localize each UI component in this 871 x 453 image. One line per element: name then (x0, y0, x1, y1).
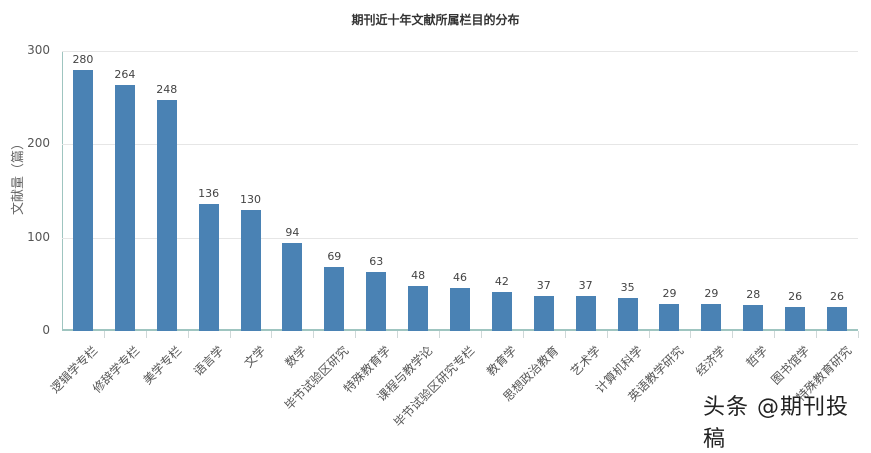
x-tick-mark (690, 331, 692, 338)
x-tick-label: 艺术学 (567, 343, 604, 379)
bar-value-label: 94 (285, 226, 300, 240)
bar-value-label: 248 (156, 82, 178, 96)
x-tick-label: 经济学 (693, 343, 729, 379)
x-tick-label: 教育学 (483, 343, 520, 379)
y-tick-label: 100 (27, 229, 50, 244)
bar[interactable] (114, 84, 135, 331)
x-tick-mark (774, 331, 776, 338)
bar-value-label: 63 (369, 255, 384, 269)
gridline (62, 237, 858, 239)
bar-value-label: 37 (578, 279, 593, 293)
y-tick-label: 200 (27, 136, 50, 151)
bar[interactable] (240, 209, 261, 331)
y-axis-line (62, 51, 63, 331)
y-axis-label: 文献量（篇） (11, 136, 26, 215)
x-tick-mark (648, 331, 650, 338)
x-tick-mark (480, 331, 482, 338)
bar-value-label: 28 (746, 287, 761, 301)
bar[interactable] (491, 291, 512, 331)
x-tick-mark (397, 331, 399, 338)
bar[interactable] (743, 304, 764, 331)
bar-value-label: 264 (114, 67, 136, 81)
x-tick-mark (103, 331, 105, 338)
bar[interactable] (198, 204, 219, 331)
x-tick-mark (355, 331, 357, 338)
x-tick-mark (439, 331, 441, 338)
y-tick-label: 300 (27, 43, 50, 57)
bar[interactable] (156, 99, 177, 331)
bar-value-label: 48 (411, 269, 426, 283)
x-tick-label: 文学 (240, 343, 268, 371)
bar-value-label: 130 (240, 192, 262, 206)
x-tick-mark (271, 331, 273, 338)
bar-value-label: 280 (72, 52, 94, 66)
bar[interactable] (72, 69, 93, 331)
bar-value-label: 69 (327, 249, 342, 263)
bar[interactable] (324, 266, 345, 331)
x-tick-label: 美学专栏 (140, 343, 185, 388)
chart-title: 期刊近十年文献所属栏目的分布 (351, 13, 520, 27)
x-tick-mark (313, 331, 315, 338)
bar[interactable] (366, 272, 387, 331)
x-tick-mark (229, 331, 231, 338)
gridline (62, 144, 858, 146)
plot-area: 0 100 200 300 280 264 248 136 130 94 69 63 48 46 42 37 3… (27, 43, 859, 338)
x-tick-mark (522, 331, 524, 338)
bar[interactable] (575, 296, 596, 331)
bar-value-label: 35 (620, 281, 635, 295)
bar-value-label: 29 (704, 286, 719, 300)
x-tick-label: 语言学 (190, 343, 226, 379)
bar[interactable] (533, 296, 554, 331)
bar-value-label: 26 (788, 289, 803, 303)
bar[interactable] (827, 306, 848, 331)
x-tick-mark (187, 331, 189, 338)
x-tick-label: 哲学 (743, 343, 771, 371)
bar[interactable] (450, 288, 470, 331)
bar[interactable] (659, 303, 680, 331)
watermark: 头条 @期刊投稿 (703, 395, 849, 452)
bar[interactable] (408, 286, 429, 331)
bar-value-label: 29 (662, 286, 677, 300)
bar[interactable] (617, 298, 638, 331)
x-tick-mark (606, 331, 608, 338)
y-tick-label: 0 (42, 323, 50, 337)
bar[interactable] (282, 243, 303, 331)
x-tick-mark (564, 331, 566, 338)
gridline (62, 51, 858, 52)
bar-value-label: 37 (536, 279, 551, 293)
bar[interactable] (701, 303, 722, 331)
bar[interactable] (785, 306, 806, 331)
x-tick-mark (816, 331, 818, 338)
x-tick-mark (732, 331, 734, 338)
bar-value-label: 136 (198, 187, 220, 201)
bar-value-label: 46 (453, 271, 467, 285)
bar-value-label: 42 (494, 274, 509, 288)
bar-value-label: 26 (830, 289, 845, 303)
x-tick-mark (145, 331, 147, 338)
x-tick-mark (858, 331, 859, 338)
x-tick-label: 数学 (282, 343, 310, 371)
